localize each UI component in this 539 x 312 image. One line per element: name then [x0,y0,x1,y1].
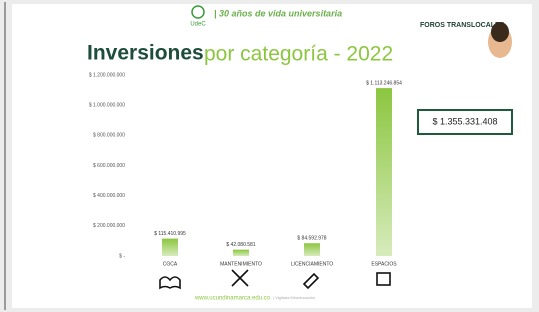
person-hair [491,22,509,42]
title-bold: Inversiones [87,42,204,65]
y-tick-label: $ 400.000.000 [93,193,125,199]
value-label: $ 115.410.995 [154,231,186,237]
footer-note: | Vigilada Mineducación [273,295,315,300]
edge [4,2,6,310]
bar [162,239,178,256]
bar [233,250,249,256]
value-label: $ 1.113.246.854 [366,80,402,86]
tagline: | 30 años de vida universitaria [214,8,342,18]
total: $ 1.355.331.408 [432,116,497,126]
bar [376,88,392,256]
footer-url: www.ucundinamarca.edu.co [194,296,271,302]
bar [304,243,320,256]
logo-text: UdeC [190,22,206,28]
value-label: $ 84.592.978 [297,236,326,242]
slide: UdeC | 30 años de vida universitaria Inv… [0,0,539,312]
y-tick-label: $ 1.200.000.000 [89,72,125,78]
value-label: $ 42.080.581 [226,242,255,248]
x-tick-label: MANTENIMIENTO [220,261,262,267]
y-tick-label: $ 200.000.000 [93,223,125,229]
y-tick-label: $ 1.000.000.000 [89,102,125,108]
y-tick-label: $ 800.000.000 [93,133,125,139]
y-tick-label: $ - [119,253,125,259]
title-rest: por categoría - 2022 [204,43,393,66]
x-tick-label: ESPACIOS [371,261,397,267]
x-tick-label: LICENCIAMIENTO [291,261,334,267]
y-tick-label: $ 600.000.000 [93,163,125,169]
x-tick-label: CGCA [163,261,178,267]
